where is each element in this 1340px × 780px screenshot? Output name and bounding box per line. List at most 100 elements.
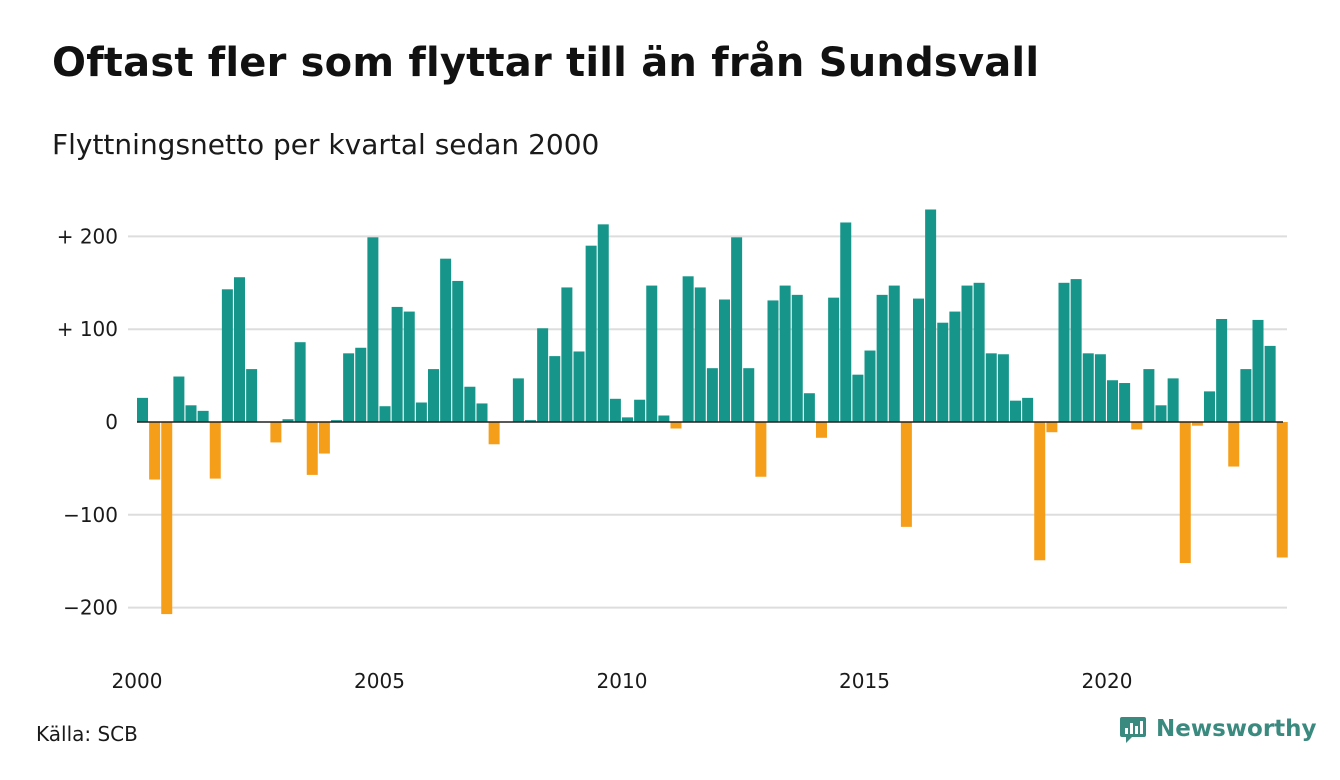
bar (149, 422, 161, 480)
source-label: Källa: SCB (36, 722, 138, 746)
bar (803, 393, 815, 422)
bar (1010, 400, 1021, 422)
y-tick-label: + 100 (57, 317, 118, 341)
bar (937, 322, 949, 422)
bar (1179, 422, 1191, 564)
bar (973, 282, 985, 422)
bar (185, 405, 197, 422)
bar (1022, 397, 1034, 422)
x-tick-label: 2005 (354, 669, 405, 693)
bar (343, 353, 355, 422)
y-tick-label: + 200 (57, 224, 118, 248)
bar (779, 285, 791, 422)
bar (1216, 318, 1228, 422)
bar (743, 368, 755, 422)
bar (767, 300, 779, 422)
bar (415, 402, 427, 422)
bar (549, 356, 561, 422)
bar (900, 422, 912, 527)
bar (1240, 369, 1252, 422)
bar (597, 224, 609, 422)
brand-logo: Newsworthy (1118, 714, 1317, 744)
y-tick-label: −100 (63, 503, 118, 527)
bar (1228, 422, 1240, 467)
bar (137, 397, 148, 422)
chart-subtitle: Flyttningsnetto per kvartal sedan 2000 (52, 128, 600, 161)
x-tick-label: 2000 (112, 669, 163, 693)
chart-title: Oftast fler som flyttar till än från Sun… (52, 40, 1040, 86)
brand-name: Newsworthy (1156, 716, 1317, 742)
bar (246, 369, 258, 422)
bar (658, 415, 670, 422)
bar (318, 422, 330, 454)
bar (197, 410, 209, 422)
bar (537, 328, 549, 422)
bar (1131, 422, 1143, 430)
bar (852, 374, 864, 422)
bar (525, 420, 536, 422)
bar (403, 311, 415, 422)
bar (585, 245, 597, 422)
bar (355, 347, 367, 422)
bar (876, 294, 888, 422)
bar (282, 419, 294, 422)
y-tick-label: −200 (63, 596, 118, 620)
x-tick-label: 2020 (1082, 669, 1133, 693)
bar (1119, 383, 1131, 422)
bar (452, 280, 464, 422)
bar (913, 298, 924, 422)
bar (488, 422, 500, 445)
newsworthy-logo-icon (1120, 717, 1146, 743)
bar (1058, 282, 1070, 422)
bar (367, 237, 379, 422)
bar (221, 289, 233, 422)
x-tick-label: 2010 (597, 669, 648, 693)
bar (464, 386, 476, 422)
bar (512, 378, 524, 422)
bar (609, 398, 621, 422)
bar (1252, 319, 1264, 422)
bar (331, 420, 342, 422)
bar (1034, 422, 1046, 561)
bar (622, 417, 633, 422)
bar (573, 351, 585, 422)
bar (1070, 279, 1082, 422)
bar (1264, 345, 1276, 422)
bar (925, 209, 937, 422)
bar (1155, 405, 1167, 422)
bar (1191, 422, 1203, 426)
bar (694, 287, 706, 422)
bar (379, 406, 391, 422)
bar (428, 369, 439, 422)
bar (1143, 369, 1155, 422)
bar (440, 258, 452, 422)
bar (670, 422, 682, 429)
bar (1204, 391, 1215, 422)
bar (1276, 422, 1288, 558)
bar (864, 350, 876, 422)
bar (1107, 380, 1118, 422)
x-tick-label: 2015 (839, 669, 890, 693)
bar (209, 422, 221, 479)
bar (961, 285, 973, 422)
bar (682, 276, 694, 422)
bar (719, 299, 730, 422)
bar (646, 285, 658, 422)
bar (1046, 422, 1058, 433)
bar (391, 306, 403, 422)
bar (840, 222, 852, 422)
bar (1082, 353, 1094, 422)
bar (997, 354, 1009, 422)
bar (828, 297, 840, 422)
bar (731, 237, 743, 422)
bar (985, 353, 997, 422)
bar (1167, 378, 1179, 422)
bar (294, 342, 306, 422)
bar (270, 422, 282, 443)
bar (949, 311, 961, 422)
bar (816, 422, 827, 438)
bar (161, 422, 173, 615)
bar (755, 422, 767, 477)
y-tick-label: 0 (105, 410, 118, 434)
